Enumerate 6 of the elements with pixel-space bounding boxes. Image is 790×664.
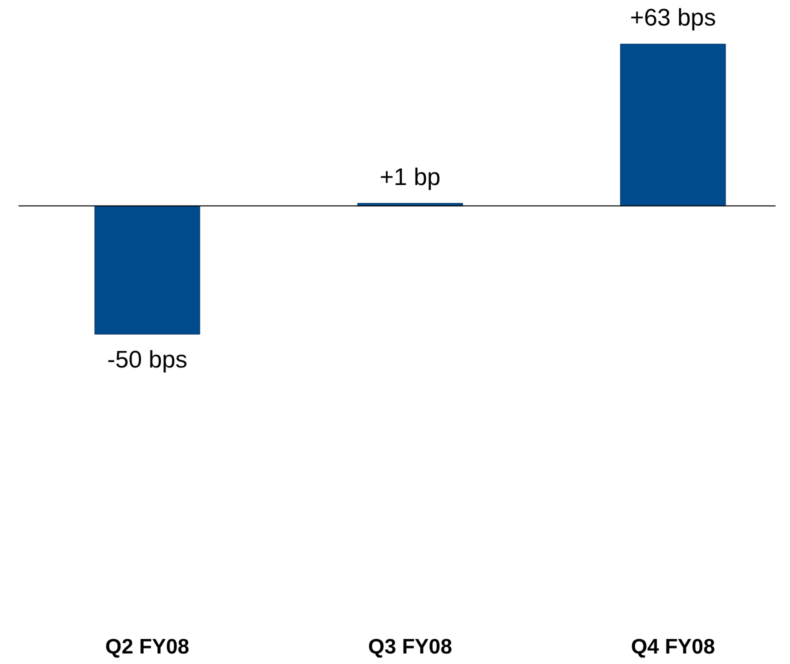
- data-label: -50 bps: [107, 346, 188, 374]
- x-tick-label: Q2 FY08: [105, 636, 190, 658]
- data-label: +63 bps: [630, 4, 716, 32]
- data-label: +1 bp: [380, 164, 441, 191]
- x-tick-label: Q3 FY08: [368, 636, 452, 658]
- x-tick-label: Q4 FY08: [630, 636, 716, 658]
